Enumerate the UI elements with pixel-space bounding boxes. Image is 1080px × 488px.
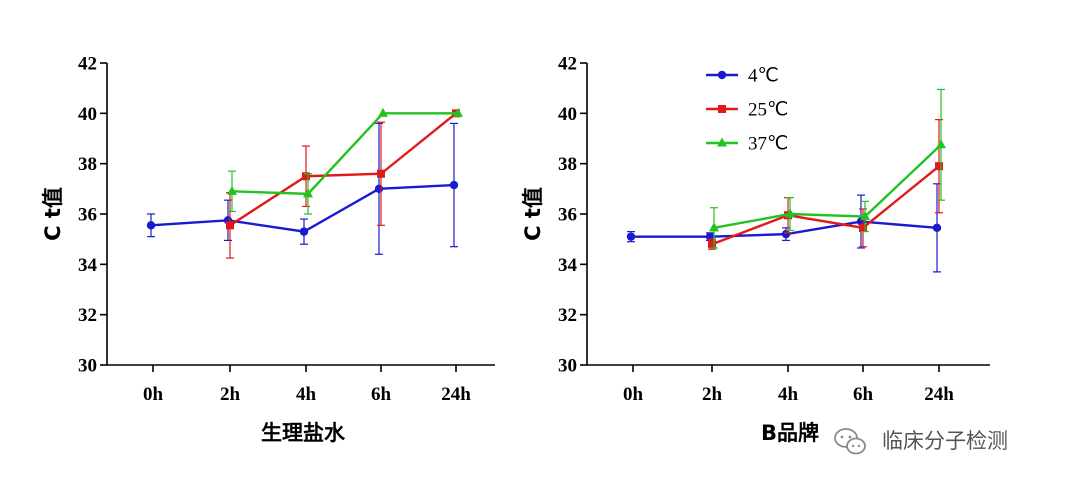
x-tick-label: 6h (371, 384, 392, 405)
data-point (227, 185, 237, 195)
series-2 (227, 107, 463, 215)
x-tick-label: 6h (853, 384, 874, 405)
y-tick-label: 32 (78, 305, 97, 326)
data-point (781, 229, 791, 239)
y-tick-label: 36 (558, 205, 577, 226)
x-tick-label: 0h (623, 384, 644, 405)
x-tick-label: 24h (441, 384, 471, 405)
series-1 (226, 109, 460, 259)
data-point (860, 211, 870, 221)
x-tick-label: 4h (778, 384, 799, 405)
watermark-text: 临床分子检测 (882, 429, 1008, 453)
data-point (936, 139, 946, 149)
y-axis-title: C t值 (521, 187, 545, 241)
y-tick-label: 38 (558, 154, 577, 175)
series-0 (626, 183, 942, 273)
series-line (150, 183, 455, 233)
y-tick-label: 36 (78, 205, 97, 226)
data-point (377, 169, 385, 178)
y-tick-label: 38 (78, 154, 97, 175)
legend: 4℃ 25℃ 37℃ (706, 66, 788, 155)
watermark: 临床分子检测 (834, 428, 1008, 455)
series-line (713, 143, 942, 230)
data-point (302, 172, 310, 181)
legend-label: 4℃ (748, 66, 779, 87)
series-2 (709, 88, 946, 249)
y-tick-label: 42 (558, 54, 577, 75)
series-1 (708, 119, 943, 250)
legend-label: 37℃ (748, 134, 788, 155)
data-point (935, 162, 943, 171)
chart-panel-brand-b: 30 32 34 36 38 40 42 0h 2h 4h 6h 24h B品牌 C t值 (521, 54, 990, 445)
x-tick-label: 2h (702, 384, 723, 405)
legend-label: 25℃ (748, 100, 788, 121)
x-tick-label: 0h (143, 384, 164, 405)
data-point (708, 240, 716, 249)
x-tick-label: 2h (220, 384, 241, 405)
legend-marker (718, 105, 726, 113)
y-tick-label: 40 (78, 104, 97, 125)
y-tick-label: 40 (558, 104, 577, 125)
data-point (932, 223, 942, 233)
y-tick-label: 30 (558, 356, 577, 377)
data-point (374, 184, 384, 194)
data-point (378, 107, 388, 117)
series-line (231, 112, 458, 196)
series-line (229, 112, 457, 227)
data-point (299, 227, 309, 236)
y-axis-title: C t值 (41, 187, 65, 241)
data-point (303, 188, 313, 198)
wechat-icon (834, 428, 866, 455)
data-point (449, 180, 459, 190)
legend-marker (717, 137, 727, 147)
x-tick-label: 24h (924, 384, 954, 405)
data-point (859, 223, 867, 232)
y-tick-label: 32 (558, 305, 577, 326)
x-axis-title: 生理盐水 (261, 421, 346, 445)
data-point (226, 221, 234, 230)
series-line (711, 165, 940, 246)
legend-marker (717, 70, 727, 80)
data-point (785, 208, 795, 218)
data-point (146, 221, 156, 230)
y-tick-label: 42 (78, 54, 97, 75)
chart-panel-saline: 30 32 34 36 38 40 42 0h 2h 4h 6h 24h 生理盐水 C t值 (41, 54, 495, 445)
data-point (626, 232, 636, 241)
data-point (453, 107, 463, 117)
x-axis-title: B品牌 (761, 421, 819, 445)
y-tick-label: 34 (558, 255, 578, 276)
y-tick-label: 34 (78, 255, 98, 276)
data-point (709, 222, 719, 232)
series-0 (146, 122, 459, 255)
y-tick-label: 30 (78, 356, 97, 377)
x-tick-label: 4h (296, 384, 317, 405)
